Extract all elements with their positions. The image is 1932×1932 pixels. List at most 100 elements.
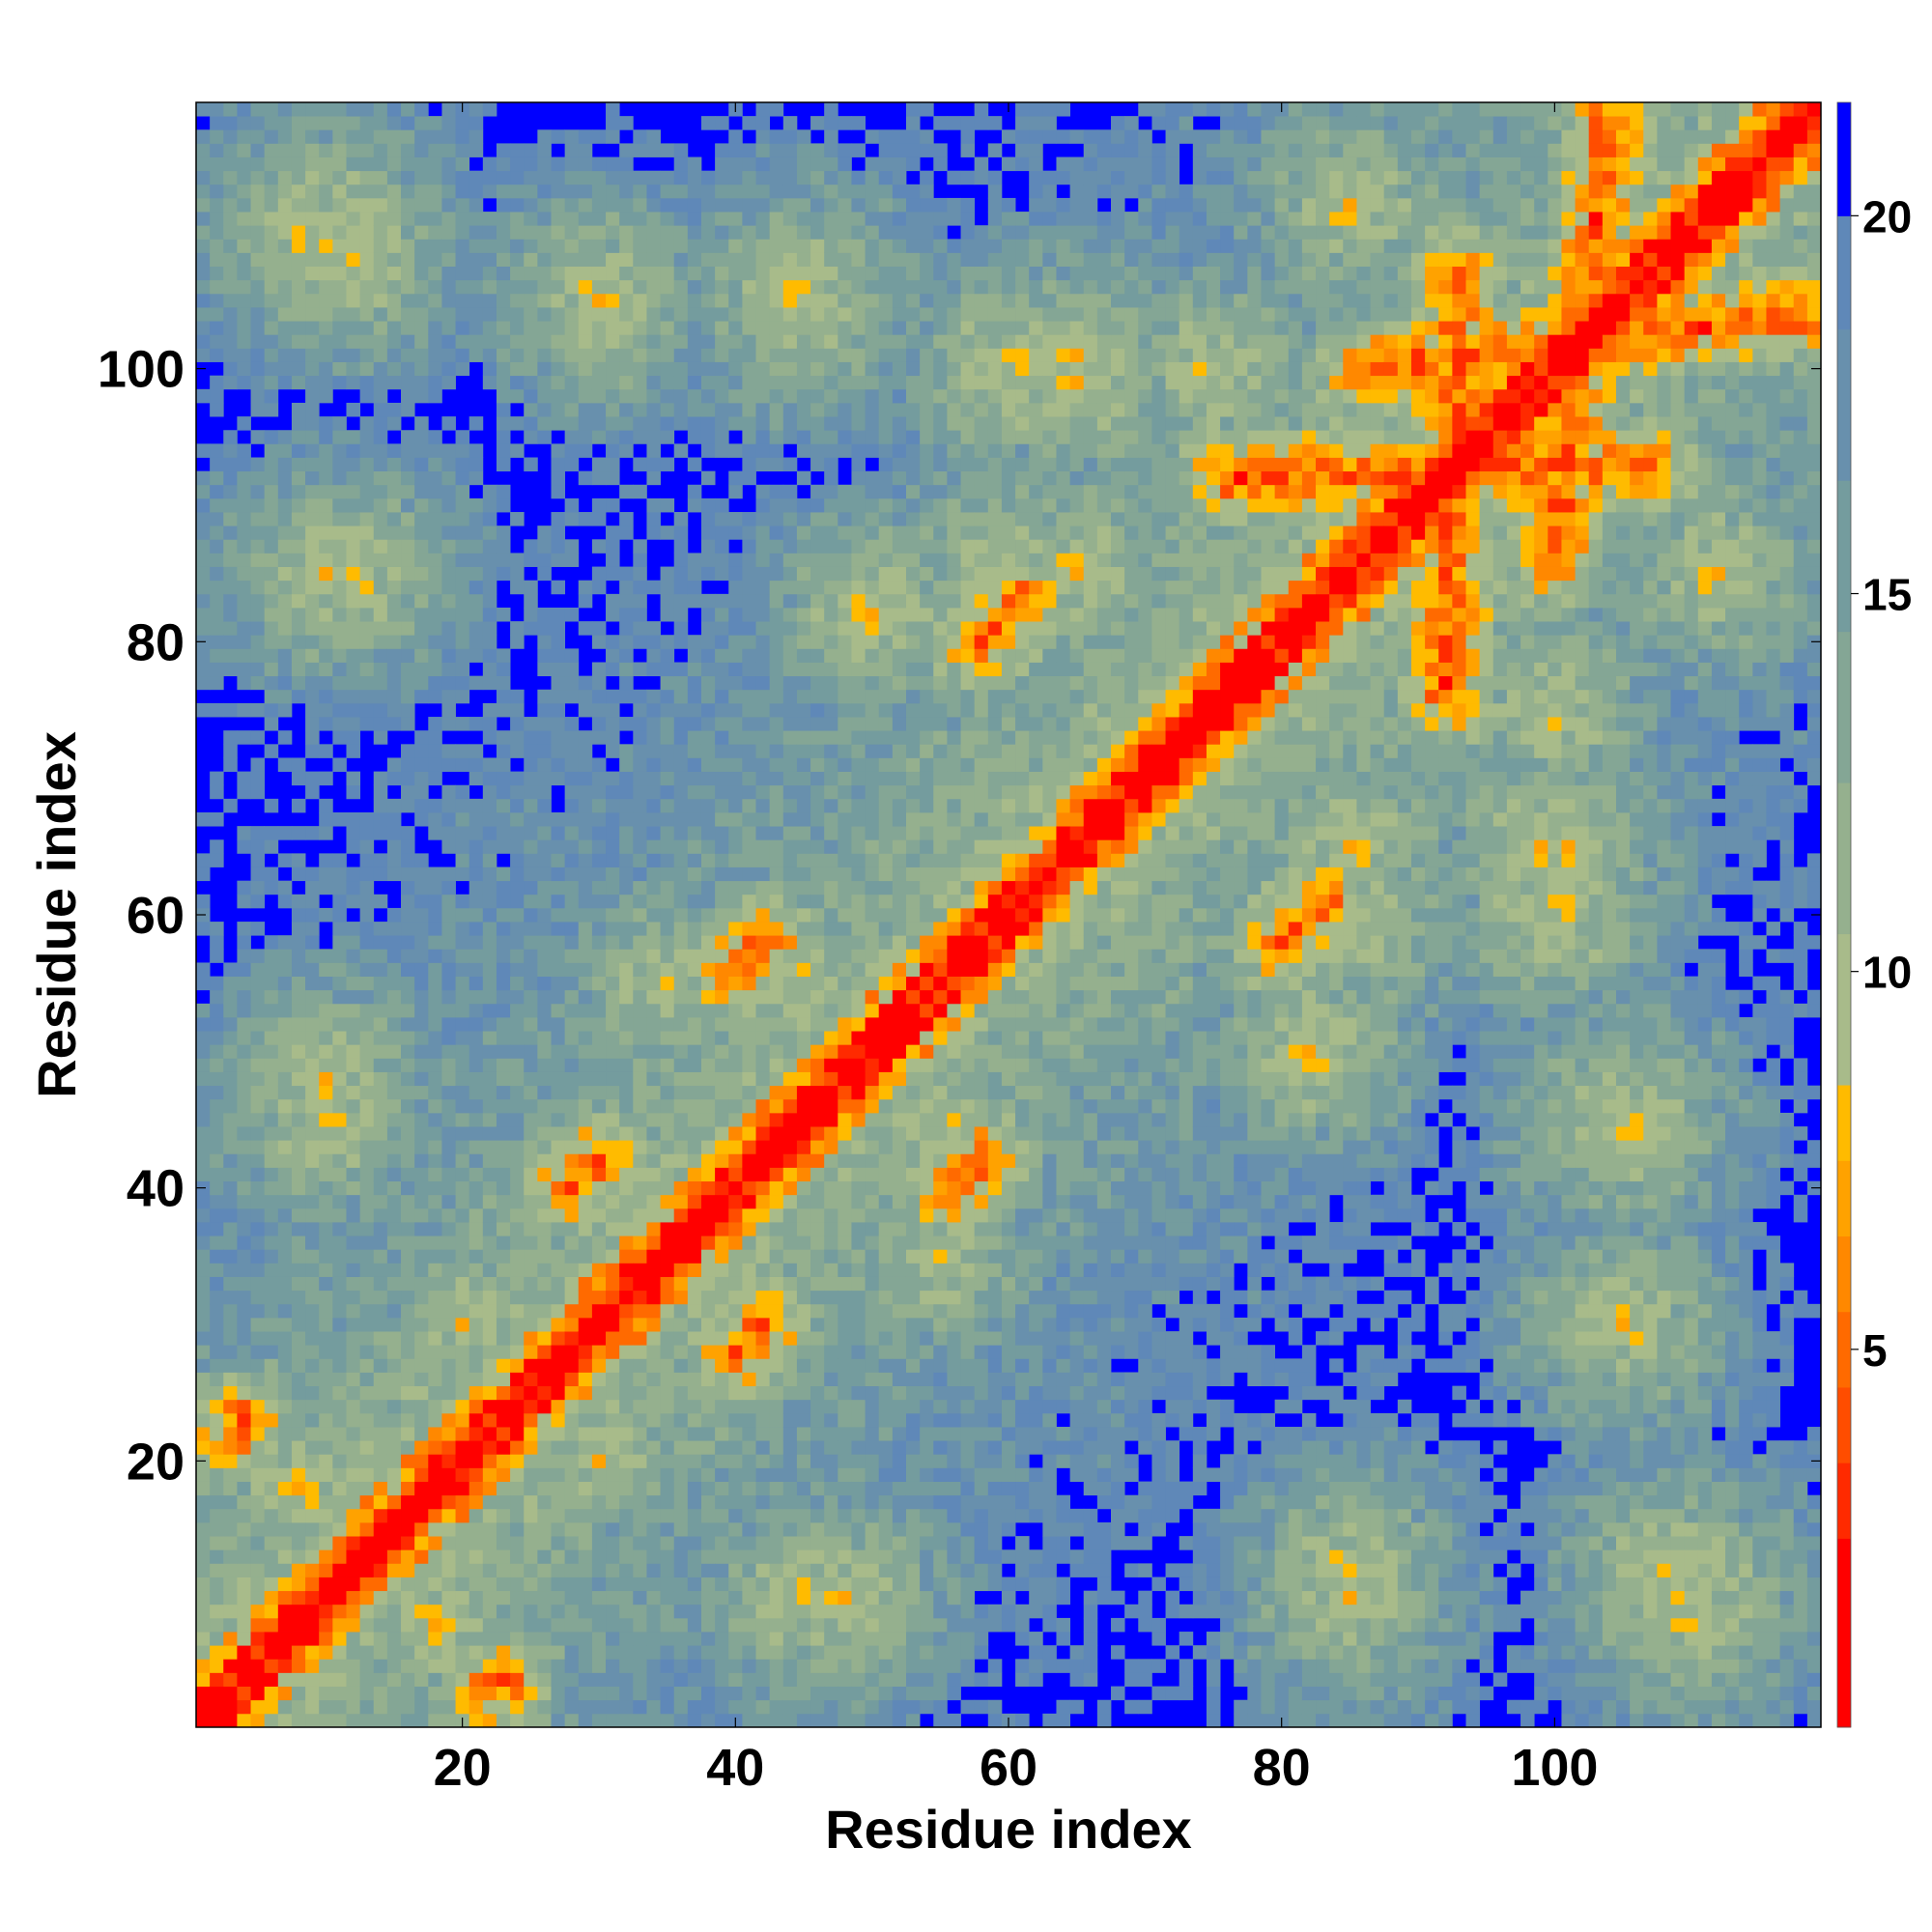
heatmap-cell <box>510 1536 525 1550</box>
heatmap-cell <box>687 593 702 609</box>
heatmap-cell <box>319 484 333 499</box>
heatmap-cell <box>414 635 429 649</box>
heatmap-cell <box>782 143 798 157</box>
heatmap-cell <box>673 593 689 609</box>
heatmap-cell <box>782 880 798 895</box>
heatmap-cell <box>524 621 538 636</box>
heatmap-cell <box>250 771 266 786</box>
heatmap-cell <box>755 1276 771 1292</box>
heatmap-cell <box>619 1686 634 1701</box>
heatmap-cell <box>386 539 402 554</box>
heatmap-cell <box>537 648 552 663</box>
heatmap-cell <box>660 1085 675 1100</box>
heatmap-cell <box>250 212 266 226</box>
heatmap-cell <box>332 1412 347 1428</box>
heatmap-cell <box>782 771 798 786</box>
heatmap-cell <box>742 526 756 540</box>
heatmap-cell <box>606 279 620 295</box>
heatmap-cell <box>210 1031 224 1045</box>
heatmap-cell <box>223 430 238 444</box>
heatmap-cell <box>428 1385 442 1401</box>
heatmap-cell <box>755 811 771 827</box>
heatmap-cell <box>769 1236 784 1250</box>
heatmap-cell <box>700 730 716 745</box>
heatmap-cell <box>646 1345 661 1359</box>
heatmap-cell <box>606 156 620 172</box>
heatmap-cell <box>455 1440 470 1455</box>
heatmap-cell <box>782 935 798 950</box>
heatmap-cell <box>469 1467 484 1482</box>
heatmap-cell <box>606 566 620 582</box>
heatmap-cell <box>796 621 811 636</box>
heatmap-cell <box>469 553 484 567</box>
heatmap-cell <box>455 907 470 923</box>
heatmap-cell <box>769 935 784 950</box>
heatmap-cell <box>524 348 538 362</box>
heatmap-cell <box>401 1632 415 1646</box>
heatmap-cell <box>633 1112 647 1127</box>
heatmap-cell <box>305 1659 320 1673</box>
heatmap-cell <box>264 279 279 295</box>
heatmap-cell <box>237 1208 251 1223</box>
heatmap-cell <box>524 1140 538 1154</box>
heatmap-cell <box>564 1699 580 1715</box>
heatmap-cell <box>386 375 402 390</box>
heatmap-cell <box>332 239 347 253</box>
heatmap-cell <box>291 1399 306 1414</box>
heatmap-cell <box>401 1208 415 1223</box>
heatmap-cell <box>469 1549 484 1564</box>
heatmap-cell <box>769 949 784 963</box>
heatmap-cell <box>496 894 511 909</box>
heatmap-cell <box>660 1699 675 1715</box>
heatmap-cell <box>700 853 716 867</box>
heatmap-cell <box>591 962 607 977</box>
heatmap-cell <box>796 1263 811 1277</box>
heatmap-cell <box>414 239 429 253</box>
heatmap-cell <box>606 771 620 786</box>
heatmap-cell <box>619 784 634 800</box>
heatmap-cell <box>510 744 525 758</box>
heatmap-cell <box>564 1085 580 1100</box>
heatmap-cell <box>591 1632 607 1646</box>
heatmap-cell <box>660 689 675 704</box>
heatmap-cell <box>755 197 771 213</box>
heatmap-cell <box>291 1481 306 1496</box>
heatmap-cell <box>796 1345 811 1359</box>
heatmap-cell <box>700 717 716 731</box>
heatmap-cell <box>210 252 224 268</box>
heatmap-cell <box>359 1167 375 1182</box>
heatmap-cell <box>796 239 811 253</box>
heatmap-cell <box>728 225 743 240</box>
heatmap-cell <box>742 1044 756 1059</box>
heatmap-cell <box>782 1467 798 1482</box>
heatmap-cell <box>359 1617 375 1633</box>
heatmap-cell <box>591 1549 607 1564</box>
heatmap-cell <box>524 1645 538 1660</box>
heatmap-cell <box>428 1686 442 1701</box>
heatmap-cell <box>742 1236 756 1250</box>
heatmap-cell <box>551 1194 566 1209</box>
heatmap-cell <box>469 1085 484 1100</box>
heatmap-cell <box>687 553 702 567</box>
heatmap-cell <box>359 717 375 731</box>
heatmap-cell <box>633 1085 647 1100</box>
heatmap-cell <box>455 784 470 800</box>
heatmap-cell <box>401 1167 415 1182</box>
heatmap-cell <box>796 321 811 335</box>
heatmap-cell <box>346 935 361 950</box>
heatmap-cell <box>551 976 566 991</box>
heatmap-cell <box>646 1003 661 1018</box>
heatmap-cell <box>305 962 320 977</box>
heatmap-cell <box>291 675 306 691</box>
heatmap-cell <box>196 867 211 882</box>
heatmap-cell <box>591 989 607 1005</box>
heatmap-cell <box>619 1058 634 1072</box>
heatmap-cell <box>223 497 238 513</box>
heatmap-cell <box>401 1303 415 1319</box>
heatmap-cell <box>591 252 607 268</box>
heatmap-cell <box>482 607 497 622</box>
heatmap-cell <box>455 744 470 758</box>
heatmap-cell <box>250 1577 266 1592</box>
heatmap-cell <box>755 1440 771 1455</box>
heatmap-cell <box>728 1180 743 1196</box>
